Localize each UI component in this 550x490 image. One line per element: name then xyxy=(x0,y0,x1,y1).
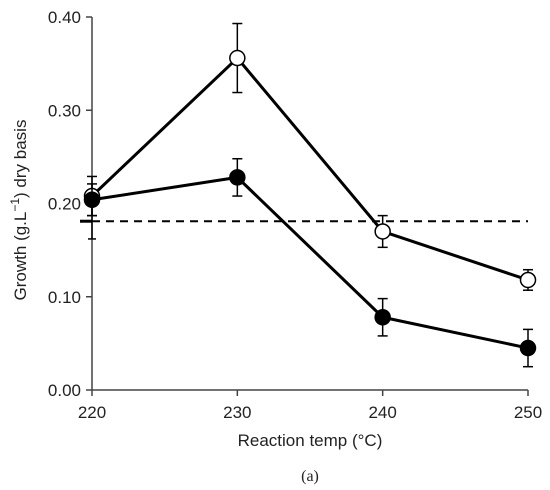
y-axis-title-suffix: ) dry basis xyxy=(11,120,30,198)
y-axis-title: Growth (g.L−1) dry basis xyxy=(8,120,30,301)
y-tick-label: 0.10 xyxy=(48,288,81,307)
series-line xyxy=(91,175,529,350)
y-tick-label: 0.00 xyxy=(48,381,81,400)
open-circle-point xyxy=(374,223,391,240)
figure-caption: (a) xyxy=(301,468,319,485)
series-1 xyxy=(83,22,537,291)
x-axis-title: Reaction temp (°C) xyxy=(238,431,383,450)
open-circle-point xyxy=(229,49,246,67)
y-tick-label: 0.40 xyxy=(48,8,81,27)
filled-circle-point xyxy=(374,309,391,326)
filled-circle-point xyxy=(519,339,537,357)
x-tick-label: 220 xyxy=(78,403,106,422)
series-layer xyxy=(83,22,537,368)
y-tick-label: 0.30 xyxy=(48,101,81,120)
x-tick-label: 230 xyxy=(223,403,251,422)
x-tick-label: 250 xyxy=(514,403,542,422)
filled-circle-point xyxy=(83,191,101,209)
filled-circle-point xyxy=(229,169,246,186)
x-tick-label: 240 xyxy=(368,403,396,422)
y-axis-title-prefix: Growth (g.L xyxy=(11,212,30,301)
series-line xyxy=(90,56,529,282)
ticks-layer: 0.00 0.10 0.20 0.30 0.40 220 230 240 250 xyxy=(48,8,542,422)
y-tick-label: 0.20 xyxy=(48,195,81,214)
y-axis-title-sup: −1 xyxy=(8,198,22,212)
series-2 xyxy=(83,157,537,368)
open-circle-point xyxy=(519,271,537,289)
reference-layer xyxy=(80,202,528,240)
